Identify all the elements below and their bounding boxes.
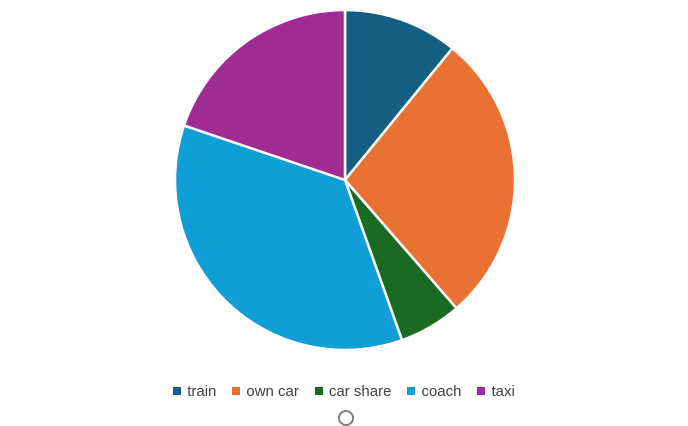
chart-legend: train own car car share coach taxi (0, 381, 688, 401)
legend-swatch-train (173, 387, 182, 395)
legend-label-train: train (187, 382, 217, 400)
pie-plot-area (173, 8, 517, 352)
legend-label-taxi: taxi (491, 382, 515, 400)
legend-label-coach: coach (421, 382, 462, 400)
pie-slice-own-car (343, 47, 517, 310)
legend-item-car-share: car share (314, 382, 392, 400)
legend-swatch-own-car (232, 387, 241, 395)
legend-label-car-share: car share (328, 382, 392, 400)
pie-slice-coach (173, 124, 404, 352)
legend-swatch-taxi (477, 387, 486, 395)
legend-swatch-coach (407, 387, 416, 395)
partial-circle-icon (338, 410, 354, 426)
legend-label-own-car: own car (246, 382, 299, 400)
legend-item-own-car: own car (232, 383, 299, 400)
legend-item-taxi: taxi (477, 382, 515, 400)
legend-item-train: train (173, 383, 216, 400)
pie-chart: train own car car share coach taxi (0, 8, 688, 426)
legend-item-coach: coach (407, 383, 461, 400)
legend-swatch-car-share (314, 387, 323, 395)
pie-slice-taxi (182, 8, 347, 182)
pie-slice-train (343, 8, 454, 182)
